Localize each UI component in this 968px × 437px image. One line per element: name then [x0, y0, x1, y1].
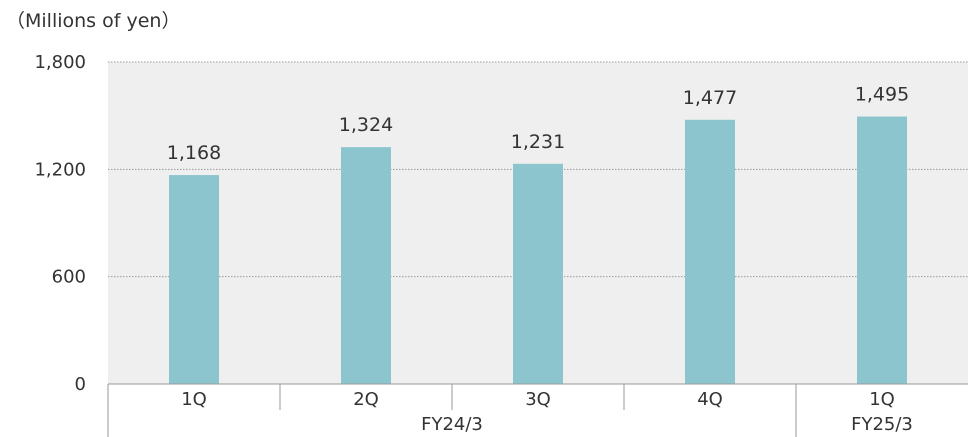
data-label: 1,477	[683, 87, 737, 109]
unit-label: （Millions of yen）	[6, 10, 180, 32]
x-tick-label: 3Q	[525, 389, 551, 410]
bar	[857, 116, 907, 385]
x-group-label: FY25/3	[851, 414, 913, 435]
bar	[169, 175, 219, 384]
y-tick-label: 1,200	[34, 159, 86, 180]
y-tick-label: 0	[75, 374, 86, 395]
x-tick-label: 1Q	[181, 389, 207, 410]
bars	[169, 116, 907, 385]
bar	[685, 119, 735, 384]
bar	[341, 147, 391, 384]
x-group-label: FY24/3	[421, 414, 483, 435]
data-labels: 1,168 1,324 1,231 1,477 1,495	[167, 84, 909, 164]
data-label: 1,168	[167, 142, 221, 164]
y-tick-label: 600	[52, 267, 86, 288]
data-label: 1,495	[855, 84, 909, 106]
y-axis: 0 600 1,200 1,800	[34, 52, 86, 395]
x-axis: 1Q 2Q 3Q 4Q 1Q FY24/3 FY25/3	[107, 383, 968, 437]
data-label: 1,231	[511, 131, 565, 153]
x-tick-label: 1Q	[869, 389, 895, 410]
bar	[513, 163, 563, 384]
data-label: 1,324	[339, 114, 393, 136]
x-tick-label: 4Q	[697, 389, 723, 410]
x-tick-label: 2Q	[353, 389, 379, 410]
y-tick-label: 1,800	[34, 52, 86, 73]
